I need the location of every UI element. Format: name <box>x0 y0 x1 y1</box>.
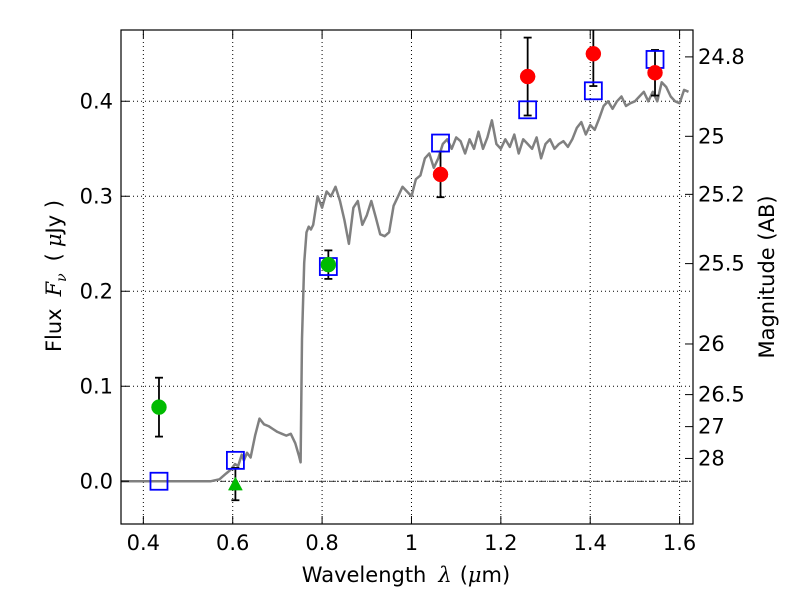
x-tick-label: 0.6 <box>216 531 249 555</box>
y-tick-label: 0.2 <box>80 279 113 303</box>
x-tick-label: 1 <box>405 531 418 555</box>
y2-tick-label: 26.5 <box>698 383 745 407</box>
blue-model-square <box>149 471 169 491</box>
data-markers <box>149 46 665 491</box>
y2-tick-label: 27 <box>698 415 725 439</box>
y2-tick-label: 28 <box>698 446 725 470</box>
y2-tick-label: 26 <box>698 332 725 356</box>
x-tick-label: 1.6 <box>663 531 696 555</box>
x-tick-label: 1.4 <box>574 531 607 555</box>
x-tick-label: 0.4 <box>127 531 160 555</box>
y-tick-label: 0.0 <box>80 469 113 493</box>
blue-model-square <box>518 100 538 120</box>
model-spectrum-line <box>121 81 689 483</box>
y2-axis-title: Magnitude (AB) <box>755 195 779 358</box>
green-triangle-point <box>227 476 243 491</box>
y2-tick-label: 24.8 <box>698 45 745 69</box>
green-data-point <box>151 399 167 415</box>
plot-frame <box>120 29 694 525</box>
x-tick-label: 0.8 <box>305 531 338 555</box>
y2-tick-label: 25 <box>698 124 725 148</box>
red-data-point <box>432 166 449 183</box>
green-data-point <box>320 256 337 273</box>
y2-tick-label: 25.2 <box>698 182 745 206</box>
tick-labels: 0.4 0.6 0.8 1 1.2 1.4 1.6 0.0 0.1 0.2 0.3 0.4 24.8 25… <box>80 45 745 555</box>
model-spectrum <box>121 81 689 483</box>
axis-ticks <box>121 30 693 524</box>
blue-model-square <box>225 450 245 470</box>
red-data-point <box>585 46 602 62</box>
y-tick-label: 0.1 <box>80 374 113 398</box>
blue-model-square <box>431 133 450 153</box>
y-axis-title: FluxFν(μJy ) <box>42 200 70 352</box>
y-tick-label: 0.4 <box>80 89 113 113</box>
x-tick-label: 1.2 <box>484 531 517 555</box>
y-tick-label: 0.3 <box>80 184 113 208</box>
red-data-point <box>519 68 536 85</box>
red-data-point <box>647 65 663 81</box>
x-axis-title: Wavelength λ (μm) <box>302 563 510 587</box>
blue-model-square <box>583 81 603 101</box>
y2-tick-label: 25.5 <box>698 252 745 276</box>
